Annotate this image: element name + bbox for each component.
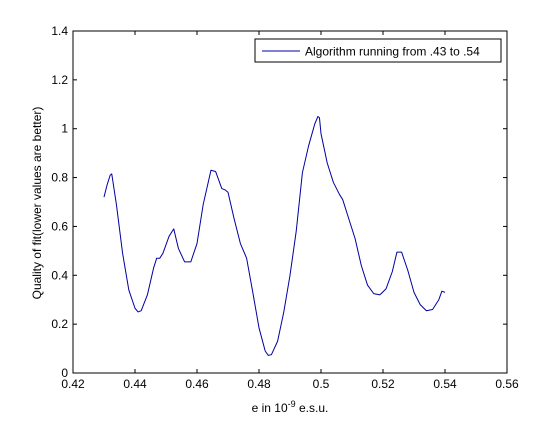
y-tick-label: 0.2	[51, 317, 68, 331]
axes-background	[73, 31, 507, 373]
y-axis-label: Quality of fit(lower values are better)	[30, 107, 44, 300]
x-axis-label: e in 10-9 e.s.u.	[252, 399, 329, 415]
x-tick-label: 0.46	[185, 377, 209, 391]
y-tick-label: 1.2	[51, 73, 68, 87]
series-layer	[103, 116, 446, 356]
x-tick-label: 0.48	[247, 377, 271, 391]
x-tick-label: 0.44	[123, 377, 147, 391]
x-tick-label: 0.52	[371, 377, 395, 391]
y-tick-label: 0.4	[51, 268, 68, 282]
series-line-0	[103, 116, 446, 356]
legend: Algorithm running from .43 to .54	[254, 38, 502, 63]
x-axis-label-base: e in 10	[252, 401, 288, 415]
y-tick-label: 0	[61, 366, 68, 380]
x-tick-label: 0.56	[495, 377, 519, 391]
y-tick-label: 1	[61, 122, 68, 136]
x-axis-label-unit: e.s.u.	[296, 401, 329, 415]
x-tick-label: 0.54	[433, 377, 457, 391]
y-tick-label: 1.4	[51, 24, 68, 38]
axes-frame	[72, 30, 508, 374]
y-tick-label: 0.8	[51, 171, 68, 185]
ticks-layer: 0.42 0.44 0.46 0.48 0.5 0.52 0.54 0.56 0 0.2 0.4 0.…	[51, 24, 519, 391]
legend-label: Algorithm running from .43 to .54	[305, 45, 480, 59]
x-tick-label: 0.42	[61, 377, 85, 391]
x-axis-label-exponent: -9	[288, 399, 296, 409]
x-tick-label: 0.5	[313, 377, 330, 391]
y-tick-label: 0.6	[51, 219, 68, 233]
legend-box	[254, 38, 502, 63]
